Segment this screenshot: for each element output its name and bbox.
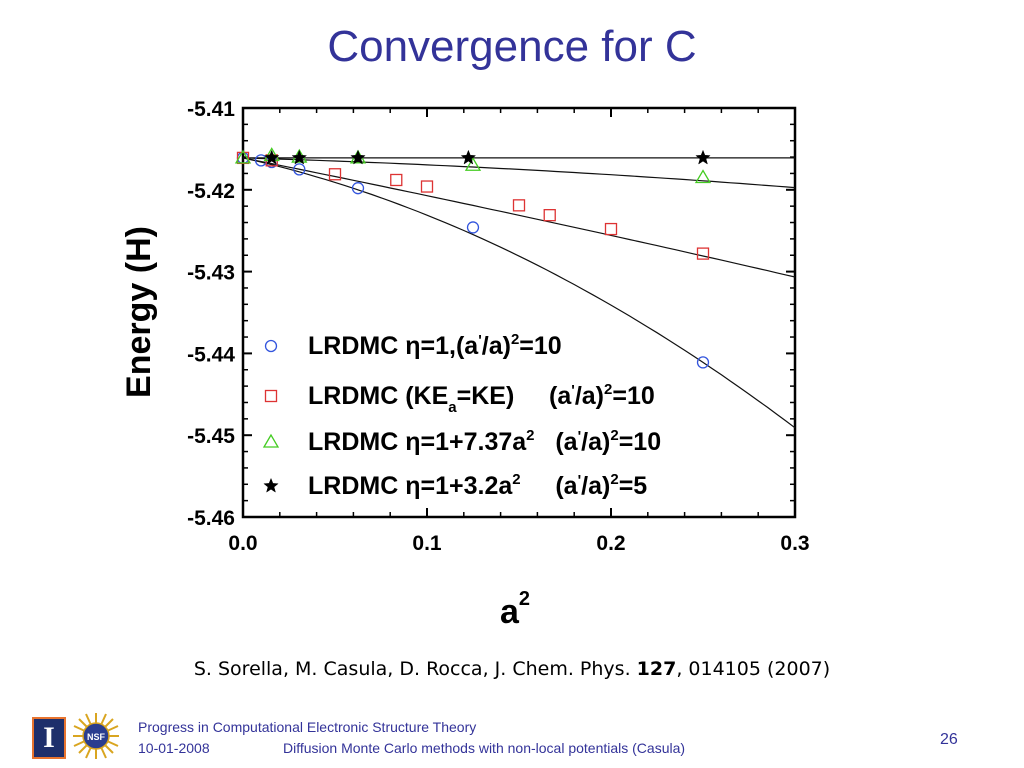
y-tick-label: -5.41 [187,98,235,121]
plot-frame [241,106,797,519]
y-tick-label: -5.43 [187,262,235,285]
legend-text-segment: ' [578,428,582,445]
legend-text-segment: /a) [581,428,610,456]
data-point-star [350,149,366,165]
citation-volume: 127 [636,658,677,680]
y-tick-label: -5.42 [187,180,235,203]
y-tick-labels: -5.41 -5.42 -5.43 -5.44 -5.45 -5.46 [187,98,235,530]
data-point-square [328,168,342,181]
y-tick-label: -5.44 [187,343,235,366]
legend-text-segment: 2 [610,427,618,444]
data-point-circle [351,182,365,195]
x-tick-label: 0.1 [412,532,442,555]
data-point-star [695,149,711,165]
nsf-logo: NSF [73,713,119,759]
legend-text-segment: ' [478,332,482,349]
data-point-circle [293,163,306,176]
legend-text-segment: η [405,428,420,456]
y-tick-label: -5.46 [187,507,235,530]
data-point-circle [696,356,710,369]
data-point-triangle [234,149,252,164]
data-point-square [512,199,526,212]
legend-text-segment: LRDMC [308,428,405,456]
legend-text-segment: =10 [612,382,654,410]
x-axis-label-sup: 2 [519,588,530,610]
data-point-star [263,149,280,165]
x-axis-label-base: a [500,593,520,631]
y-tick-label: -5.45 [187,425,235,448]
legend-text-segment: a [448,399,457,416]
legend-text-segment: =10 [619,428,661,456]
legend-text-segment: /a) [575,382,604,410]
energy-convergence-chart: 0.0 0.1 0.2 0.3 -5.41-5.42-5.43-5.44-5.45-5… [120,98,810,631]
x-tick-label: 0.0 [228,532,257,555]
illinois-logo: I [32,717,66,759]
legend-text-segment: =5 [619,472,648,500]
legend-entry-triangle: LRDMC η=1+7.37a2 (a'/a)2=10 [308,427,661,456]
legend-marker-circle [264,339,278,353]
data-point-square [390,173,403,187]
nsf-logo-text: NSF [87,732,106,742]
citation: S. Sorella, M. Casula, D. Rocca, J. Chem… [0,658,1024,680]
legend-text-segment: η [405,332,420,360]
data-point-star [460,149,477,165]
legend-text-segment: LRDMC [308,472,405,500]
footer-date: 10-01-2008 [138,740,210,756]
legend-text-segment: (a [521,472,579,500]
legend-text-segment: LRDMC [308,332,405,360]
legend-text-segment: ' [571,382,575,399]
fit-curve-triangle [242,157,796,189]
legend-text-segment: (a [535,428,579,456]
legend-text-segment: =1+7.37a [421,428,528,456]
legend-text-segment: ' [578,472,582,489]
citation-authors: S. Sorella, M. Casula, D. Rocca, J. Chem… [193,658,637,680]
legend-text-segment: /a) [482,332,511,360]
citation-rest: , 014105 (2007) [676,658,831,680]
legend-text-segment: η [405,472,420,500]
slide-title: Convergence for C [327,22,697,71]
footer-course: Progress in Computational Electronic Str… [138,719,477,735]
legend-text-segment: =KE) (a [457,382,573,410]
data-point-triangle [694,169,712,184]
legend-text-segment: 2 [526,427,534,444]
legend-text-segment: 2 [511,331,519,348]
data-point-circle [466,221,480,234]
legend-text-segment: =10 [519,332,561,360]
data-point-triangle [464,156,482,171]
x-axis-label: a2 [500,588,530,631]
x-tick-labels: 0.0 0.1 0.2 0.3 [228,532,809,555]
data-point-square [543,209,556,222]
legend-text-segment: 2 [512,471,520,488]
data-point-square [604,222,618,236]
legend-text-segment: LRDMC (KE [308,382,448,410]
y-axis-label: Energy (H) [120,226,158,398]
data-point-square [696,247,710,260]
footer-subtitle: Diffusion Monte Carlo methods with non-l… [283,740,686,756]
legend-text-segment: =1,(a [421,332,480,360]
legend-text-segment: 2 [604,381,612,398]
legend-text-segment: 2 [610,471,618,488]
x-tick-label: 0.3 [780,532,809,555]
legend-text-segment: /a) [581,472,610,500]
tick-marks [242,107,796,518]
legend-entry-circle: LRDMC η=1,(a'/a)2=10 [308,331,562,360]
legend-marker-triangle [262,433,280,448]
legend-entry-star: LRDMC η=1+3.2a2 (a'/a)2=5 [308,471,647,500]
data-point-star [291,149,308,165]
page-number: 26 [940,731,958,748]
data-points [234,147,712,369]
legend-entry-square: LRDMC (KEa=KE) (a'/a)2=10 [308,381,655,416]
data-point-square [420,180,434,193]
legend-marker-square [264,389,278,403]
legend-text-segment: =1+3.2a [421,472,514,500]
fit-curve-circle [242,157,796,429]
fit-curve-square [242,157,796,278]
legend-marker-star [263,477,279,493]
x-tick-label: 0.2 [596,532,625,555]
